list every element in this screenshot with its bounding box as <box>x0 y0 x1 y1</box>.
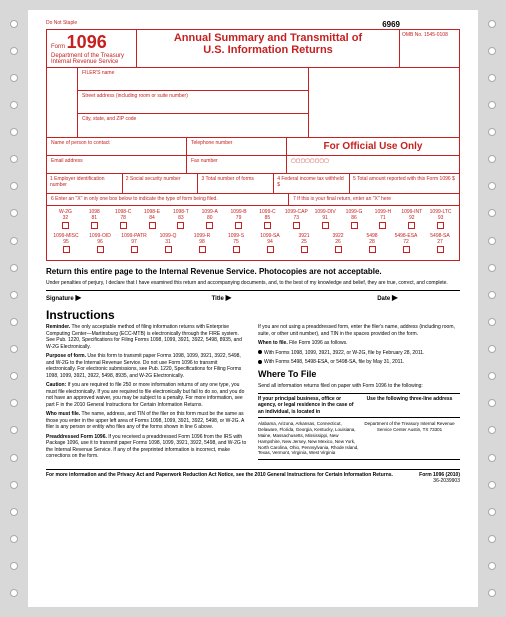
type-instruction-row: 6 Enter an "X" in only one box below to … <box>46 194 460 206</box>
signature-label: Signature <box>46 296 74 302</box>
perjury-statement: Under penalties of perjury, I declare th… <box>46 280 460 286</box>
states-row: Alabama, Arizona, Arkansas, Connecticut,… <box>258 421 460 460</box>
form-type-3922[interactable]: 392226 <box>323 233 353 254</box>
catalog-number: 36-2039903 <box>46 478 460 484</box>
form-type-1098-t[interactable]: 1098-T83 <box>166 209 195 230</box>
total-forms-field[interactable]: 3 Total number of forms <box>198 174 274 193</box>
tax-withheld-field[interactable]: 4 Federal income tax withheld $ <box>274 174 350 193</box>
sprocket-holes-left <box>4 10 24 607</box>
ssn-field[interactable]: 2 Social security number <box>123 174 199 193</box>
form-type-1099-g[interactable]: 1099-G86 <box>340 209 369 230</box>
form-type-1098[interactable]: 109881 <box>80 209 109 230</box>
form-type-boxes: W-2G321098811098-C781098-E841098-T831099… <box>46 206 460 261</box>
title-line-2: U.S. Information Returns <box>139 44 397 56</box>
form-type-5498[interactable]: 549828 <box>357 233 387 254</box>
footer-notice: For more information and the Privacy Act… <box>46 472 419 478</box>
total-amount-field[interactable]: 5 Total amount reported with this Form 1… <box>350 174 459 193</box>
form-type-1099-sa[interactable]: 1099-SA94 <box>255 233 285 254</box>
form-type-1099-s[interactable]: 1099-S75 <box>221 233 251 254</box>
email-field[interactable]: Email address <box>47 156 187 173</box>
final-return-field[interactable]: 7 If this is your final return, enter an… <box>289 194 459 205</box>
form-type-1099-misc[interactable]: 1099-MISC95 <box>51 233 81 254</box>
omb-number: OMB No. 1545-0108 <box>399 30 459 67</box>
contact-row-1: Name of person to contact Telephone numb… <box>46 138 460 156</box>
telephone-field[interactable]: Telephone number <box>187 138 287 155</box>
form-type-5498-sa[interactable]: 5498-SA27 <box>425 233 455 254</box>
where-table-header: If your principal business, office or ag… <box>258 393 460 419</box>
official-use-label: For Official Use Only <box>287 138 459 155</box>
instructions-heading: Instructions <box>46 308 460 322</box>
form-type-1099-oid[interactable]: 1099-OID96 <box>85 233 115 254</box>
form-label: Form <box>51 44 65 50</box>
form-type-1099-div[interactable]: 1099-DIV91 <box>311 209 340 230</box>
fax-field[interactable]: Fax number <box>187 156 287 173</box>
form-header: Form 1096 Department of the Treasury Int… <box>46 29 460 68</box>
form-type-1099-c[interactable]: 1099-C85 <box>253 209 282 230</box>
sprocket-holes-right <box>482 10 502 607</box>
form-number: 1096 <box>67 32 107 52</box>
form-type-1098-e[interactable]: 1098-E84 <box>138 209 167 230</box>
form-type-1098-c[interactable]: 1098-C78 <box>109 209 138 230</box>
page-footer: For more information and the Privacy Act… <box>46 469 460 478</box>
form-type-1099-int[interactable]: 1099-INT92 <box>397 209 426 230</box>
signature-row: Signature ▶ Title ▶ Date ▶ <box>46 290 460 302</box>
form-type-1099-a[interactable]: 1099-A80 <box>195 209 224 230</box>
title-line-1: Annual Summary and Transmittal of <box>139 32 397 44</box>
footer-form-id: Form 1096 (2010) <box>419 472 460 478</box>
title-label: Title <box>212 296 224 302</box>
type-instruction: 6 Enter an "X" in only one box below to … <box>47 194 289 205</box>
where-to-file-heading: Where To File <box>258 369 460 381</box>
date-label: Date <box>377 296 390 302</box>
form-type-5498-esa[interactable]: 5498-ESA72 <box>391 233 421 254</box>
filer-box: FILER'S name Street address (including r… <box>46 68 460 138</box>
do-not-staple: Do Not Staple <box>46 20 77 26</box>
form-page: Do Not Staple 6969 Form 1096 Department … <box>28 10 478 607</box>
contact-row-2: Email address Fax number ▢▢▢▢▢▢▢▢ <box>46 156 460 174</box>
form-type-w-2g[interactable]: W-2G32 <box>51 209 80 230</box>
form-type-1099-ltc[interactable]: 1099-LTC93 <box>426 209 455 230</box>
form-type-1099-q[interactable]: 1099-Q31 <box>153 233 183 254</box>
form-type-1099-patr[interactable]: 1099-PATR97 <box>119 233 149 254</box>
form-type-1099-b[interactable]: 1099-B79 <box>224 209 253 230</box>
form-type-1099-cap[interactable]: 1099-CAP73 <box>282 209 311 230</box>
form-type-1099-h[interactable]: 1099-H71 <box>368 209 397 230</box>
form-type-3921[interactable]: 392125 <box>289 233 319 254</box>
filer-name-field[interactable]: FILER'S name <box>78 68 308 91</box>
return-instruction: Return this entire page to the Internal … <box>46 267 460 276</box>
contact-name-field[interactable]: Name of person to contact <box>47 138 187 155</box>
form-type-1099-r[interactable]: 1099-R98 <box>187 233 217 254</box>
filer-street-field[interactable]: Street address (including room or suite … <box>78 91 308 114</box>
ein-field[interactable]: 1 Employer identification number <box>47 174 123 193</box>
instructions-body: Reminder. The only acceptable method of … <box>46 324 460 463</box>
filer-city-field[interactable]: City, state, and ZIP code <box>78 114 308 137</box>
irs-label: Internal Revenue Service <box>51 59 118 65</box>
top-code: 6969 <box>382 20 400 29</box>
official-use-box: ▢▢▢▢▢▢▢▢ <box>287 156 459 173</box>
number-boxes: 1 Employer identification number 2 Socia… <box>46 174 460 194</box>
